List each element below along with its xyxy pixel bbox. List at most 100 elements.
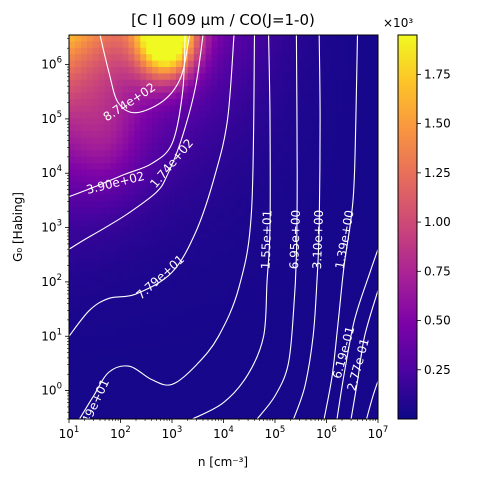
heatmap-cell [282, 207, 290, 215]
heatmap-cell [69, 259, 76, 266]
heatmap-cell [152, 348, 159, 356]
heatmap-cell [294, 220, 302, 228]
heatmap-cell [116, 182, 124, 190]
heatmap-cell [158, 201, 165, 209]
heatmap-cell [271, 271, 278, 279]
heatmap-cell [134, 367, 141, 375]
heatmap-cell [69, 60, 76, 68]
heatmap-cell [164, 220, 171, 228]
colorbar-tick-label: 0.25 [424, 363, 451, 377]
heatmap-cell [348, 131, 355, 138]
heatmap-cell [134, 265, 141, 273]
heatmap-cell [366, 387, 373, 394]
heatmap-cell [276, 201, 284, 209]
heatmap-cell [181, 182, 189, 190]
heatmap-cell [288, 92, 296, 100]
heatmap-cell [265, 156, 272, 164]
heatmap-cell [312, 387, 320, 394]
heatmap-cell [276, 188, 284, 196]
heatmap-cell [247, 111, 254, 119]
heatmap-cell [265, 374, 272, 382]
heatmap-cell [181, 54, 189, 62]
heatmap-cell [98, 86, 106, 94]
heatmap-cell [86, 201, 94, 209]
heatmap-cell [187, 259, 195, 266]
heatmap-cell [110, 150, 118, 158]
heatmap-cell [253, 35, 260, 42]
heatmap-cell [134, 329, 141, 337]
heatmap-cell [324, 342, 332, 350]
heatmap-cell [170, 297, 177, 305]
heatmap-cell [140, 361, 147, 369]
heatmap-cell [229, 406, 236, 414]
heatmap-cell [175, 335, 183, 343]
heatmap-cell [324, 156, 332, 164]
heatmap-cell [330, 150, 337, 158]
heatmap-cell [330, 143, 337, 151]
heatmap-cell [110, 399, 118, 407]
heatmap-cell [128, 92, 135, 100]
heatmap-cell [164, 252, 171, 260]
heatmap-cell [205, 143, 213, 151]
heatmap-cell [348, 323, 355, 330]
heatmap-cell [288, 303, 296, 311]
heatmap-cell [74, 335, 82, 343]
heatmap-cell [241, 361, 248, 369]
heatmap-cell [318, 163, 326, 170]
heatmap-cell [140, 92, 147, 100]
heatmap-cell [211, 175, 219, 183]
heatmap-cell [158, 412, 165, 419]
heatmap-cell [282, 342, 290, 350]
x-tick-label: 106 [316, 425, 337, 441]
heatmap-cell [199, 118, 207, 126]
heatmap-cell [116, 284, 124, 292]
heatmap-cell [158, 92, 165, 100]
heatmap-cell [372, 265, 378, 273]
heatmap-cell [122, 92, 130, 100]
heatmap-cell [205, 278, 213, 286]
heatmap-cell [152, 188, 159, 196]
heatmap-cell [354, 150, 361, 158]
heatmap-cell [354, 111, 361, 119]
heatmap-cell [241, 35, 248, 42]
heatmap-cell [241, 297, 248, 305]
heatmap-cell [69, 335, 76, 343]
heatmap-cell [92, 92, 100, 100]
heatmap-cell [330, 195, 337, 202]
heatmap-cell [134, 380, 141, 388]
heatmap-cell [360, 47, 367, 55]
heatmap-cell [152, 207, 159, 215]
heatmap-cell [140, 329, 147, 337]
heatmap-cell [98, 54, 106, 62]
x-tick-label: 104 [213, 425, 234, 441]
heatmap-cell [318, 169, 326, 177]
heatmap-cell [294, 131, 302, 138]
heatmap-cell [199, 220, 207, 228]
colorbar-tick-label: 1.00 [424, 215, 451, 229]
heatmap-cell [80, 297, 88, 305]
heatmap-cell [140, 54, 147, 62]
heatmap-cell [366, 239, 373, 247]
heatmap-cell [86, 246, 94, 254]
heatmap-cell [306, 316, 314, 324]
heatmap-cell [229, 259, 236, 266]
heatmap-cell [229, 310, 236, 318]
heatmap-cell [312, 220, 320, 228]
heatmap-cell [312, 406, 320, 414]
heatmap-cell [229, 99, 236, 106]
heatmap-cell [92, 175, 100, 183]
heatmap-cell [318, 233, 326, 241]
heatmap-cell [104, 361, 112, 369]
heatmap-cell [193, 143, 201, 151]
heatmap-cell [241, 399, 248, 407]
heatmap-cell [300, 323, 308, 330]
heatmap-cell [74, 54, 82, 62]
heatmap-cell [348, 99, 355, 106]
heatmap-cell [134, 316, 141, 324]
heatmap-cell [366, 393, 373, 401]
heatmap-cell [140, 175, 147, 183]
heatmap-cell [342, 124, 349, 132]
heatmap-cell [217, 335, 225, 343]
heatmap-cell [140, 323, 147, 330]
heatmap-cell [294, 355, 302, 362]
